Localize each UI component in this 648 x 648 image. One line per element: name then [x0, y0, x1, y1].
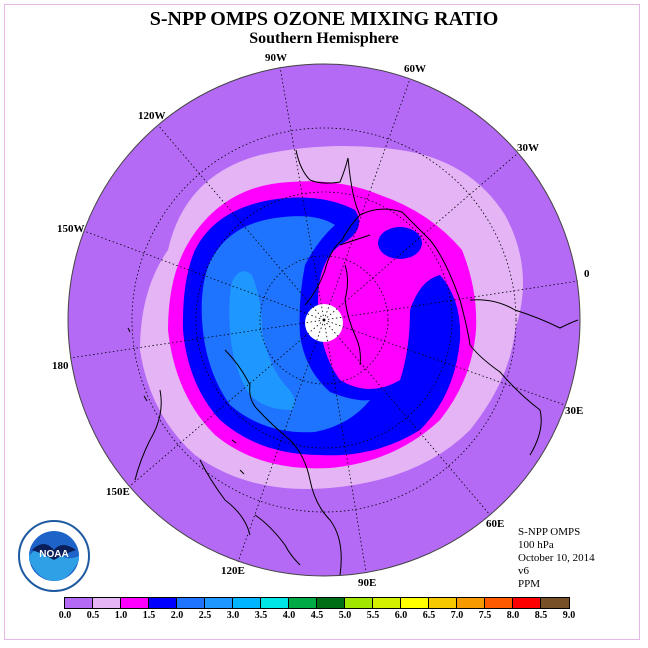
colorbar-tick-label: 8.5 [534, 610, 548, 621]
colorbar-tick-label: 1.0 [114, 610, 128, 621]
info-level: 100 hPa [518, 539, 554, 551]
colorbar-tick-label: 5.0 [338, 610, 352, 621]
colorbar-tick-label: 9.0 [562, 610, 576, 621]
lon-label-90w: 90W [265, 52, 287, 64]
info-panel: S-NPP OMPS 100 hPa October 10, 2014 v6 P… [518, 526, 595, 591]
colorbar-swatch [317, 598, 345, 608]
coastlines [127, 149, 579, 576]
lon-label-120e: 120E [221, 565, 245, 577]
colorbar-tick-label: 6.5 [422, 610, 436, 621]
noaa-logo: NOAA [18, 520, 90, 592]
contour-1-5-cell [378, 227, 422, 259]
colorbar-tick-label: 3.0 [226, 610, 240, 621]
graticule [69, 66, 579, 573]
lon-label-120w: 120W [138, 110, 166, 122]
colorbar-swatch [429, 598, 457, 608]
info-date: October 10, 2014 [518, 552, 595, 564]
info-units: PPM [518, 578, 541, 590]
colorbar-tick-label: 0.0 [58, 610, 72, 621]
colorbar-tick-label: 8.0 [506, 610, 520, 621]
logo-text: NOAA [39, 549, 68, 560]
lon-label-180: 180 [52, 360, 69, 372]
colorbar-swatch [345, 598, 373, 608]
colorbar-swatch [457, 598, 485, 608]
colorbar-swatch [485, 598, 513, 608]
colorbar-tick-label: 7.5 [478, 610, 492, 621]
colorbar-swatch [513, 598, 541, 608]
colorbar-swatch [121, 598, 149, 608]
lon-label-150w: 150W [57, 223, 85, 235]
colorbar-tick-label: 2.5 [198, 610, 212, 621]
colorbar-tick-label: 1.5 [142, 610, 156, 621]
lon-label-90e: 90E [358, 577, 377, 589]
map-subtitle: Southern Hemisphere [249, 30, 399, 47]
colorbar-swatch [205, 598, 233, 608]
colorbar-tick-label: 6.0 [394, 610, 408, 621]
colorbar-tick-label: 2.0 [170, 610, 184, 621]
colorbar-swatch [149, 598, 177, 608]
contour-2-5 [229, 271, 295, 410]
lon-label-150e: 150E [106, 486, 130, 498]
south-pole-gap [305, 304, 343, 342]
colorbar-swatch [401, 598, 429, 608]
colorbar-tick-label: 7.0 [450, 610, 464, 621]
colorbar-swatch [373, 598, 401, 608]
colorbar-swatch [233, 598, 261, 608]
figure-frame [4, 4, 640, 640]
colorbar-swatch [261, 598, 289, 608]
info-version: v6 [518, 565, 529, 577]
colorbar-swatch [177, 598, 205, 608]
map-border [67, 63, 581, 577]
colorbar-tick-label: 5.5 [366, 610, 380, 621]
colorbar-tick-label: 4.0 [282, 610, 296, 621]
lon-label-30w: 30W [517, 142, 539, 154]
lon-label-60w: 60W [404, 63, 426, 75]
colorbar-tick-label: 3.5 [254, 610, 268, 621]
colorbar-swatch [289, 598, 317, 608]
colorbar-swatch [93, 598, 121, 608]
colorbar-swatch [65, 598, 93, 608]
map-title: S-NPP OMPS OZONE MIXING RATIO [149, 8, 499, 30]
info-instrument: S-NPP OMPS [518, 526, 581, 538]
colorbar-tick-label: 4.5 [310, 610, 324, 621]
lon-label-30e: 30E [565, 405, 584, 417]
colorbar-swatch [541, 598, 569, 608]
lon-label-0: 0 [584, 268, 590, 280]
colorbar-tick-label: 0.5 [86, 610, 100, 621]
lon-label-60e: 60E [486, 518, 505, 530]
colorbar [64, 597, 570, 609]
